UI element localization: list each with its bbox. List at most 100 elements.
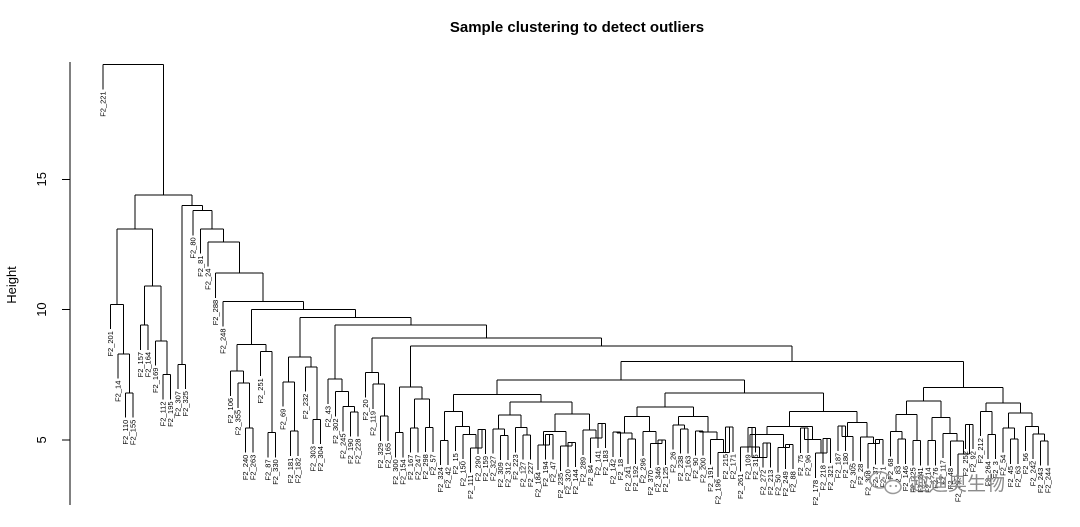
leaf-label: F2_167 xyxy=(406,455,415,480)
leaf-label: F2_241 xyxy=(624,466,633,491)
leaf-label: F2_244 xyxy=(1044,468,1053,493)
leaf-label: F2_324 xyxy=(436,467,445,492)
leaf-label: F2_309 xyxy=(496,462,505,487)
leaf-label: F2_54 xyxy=(999,455,1008,476)
leaf-label: F2_300 xyxy=(391,459,400,484)
watermark-text: 趣迪奥生物 xyxy=(910,473,1005,495)
leaf-label: F2_164 xyxy=(144,352,153,377)
watermark: 趣迪奥生物 xyxy=(869,471,1005,495)
leaf-label: F2_81 xyxy=(196,256,205,277)
leaf-label: F2_47 xyxy=(549,461,558,482)
leaf-label: F2_57 xyxy=(429,454,438,475)
leaf-label: F2_48 xyxy=(946,468,955,489)
leaf-label: F2_37 xyxy=(871,466,880,487)
leaf-label: F2_240 xyxy=(241,455,250,480)
leaf-label: F2_182 xyxy=(294,458,303,483)
leaf-label: F2_141 xyxy=(594,450,603,475)
leaf-label: F2_68 xyxy=(886,458,895,479)
leaf-label: F2_298 xyxy=(421,454,430,479)
leaf-label: F2_247 xyxy=(414,455,423,480)
leaf-label: F2_245 xyxy=(339,433,348,458)
leaf-label: F2_87 xyxy=(264,459,273,480)
leaf-label: F2_180 xyxy=(841,453,850,478)
leaf-label: F2_290 xyxy=(474,456,483,481)
leaf-label: F2_154 xyxy=(399,459,408,484)
leaf-label: F2_79 xyxy=(954,481,963,502)
leaf-label: F2_75 xyxy=(796,455,805,476)
leaf-label: F2_213 xyxy=(766,470,775,495)
leaf-label: F2_288 xyxy=(211,300,220,325)
leaf-label: F2_238 xyxy=(676,456,685,481)
leaf-label: F2_14 xyxy=(114,381,123,402)
y-tick-label: 5 xyxy=(34,436,49,443)
leaf-label: F2_316 xyxy=(751,454,760,479)
leaf-label: F2_263 xyxy=(249,455,258,480)
leaf-label: F2_83 xyxy=(894,466,903,487)
leaf-label: F2_228 xyxy=(354,439,363,464)
leaf-label: F2_195 xyxy=(166,401,175,426)
leaf-label: F2_272 xyxy=(759,470,768,495)
leaf-label: F2_69 xyxy=(279,409,288,430)
leaf-label: F2_196 xyxy=(714,479,723,504)
leaf-label: F2_88 xyxy=(789,471,798,492)
y-axis-title: Height xyxy=(4,266,19,304)
leaf-label: F2_43 xyxy=(324,406,333,427)
leaf-label: F2_191 xyxy=(706,466,715,491)
leaf-label: F2_305 xyxy=(849,463,858,488)
leaf-label: F2_96 xyxy=(804,455,813,476)
leaf-label: F2_215 xyxy=(721,454,730,479)
leaf-label: F2_192 xyxy=(631,466,640,491)
y-axis-ticks: 5 10 15 xyxy=(34,172,70,443)
leaf-label: F2_190 xyxy=(346,439,355,464)
leaf-label: F2_171 xyxy=(729,454,738,479)
leaf-label: F2_261 xyxy=(736,474,745,499)
leaf-label: F2_155 xyxy=(129,420,138,445)
leaf-label: F2_235 xyxy=(556,473,565,498)
leaf-label: F2_252 xyxy=(961,451,970,476)
leaf-label: F2_111 xyxy=(466,475,475,499)
leaf-label: F2_249 xyxy=(781,471,790,496)
leaf-label: F2_183 xyxy=(601,450,610,475)
leaf-label: F2_218 xyxy=(819,465,828,490)
leaf-label: F2_80 xyxy=(189,237,198,258)
leaf-label: F2_50 xyxy=(774,474,783,495)
leaf-label: F2_144 xyxy=(571,469,580,494)
leaf-label: F2_232 xyxy=(301,394,310,419)
leaf-label: F2_251 xyxy=(256,378,265,403)
leaf-label: F2_3 xyxy=(991,461,1000,478)
leaf-label: F2_169 xyxy=(151,368,160,393)
leaf-label: F2_56 xyxy=(1021,453,1030,474)
leaf-label: F2_178 xyxy=(811,480,820,505)
leaf-label: F2_84 xyxy=(586,465,595,486)
leaf-label: F2_329 xyxy=(376,443,385,468)
leaf-label: F2_302 xyxy=(331,418,340,443)
leaf-label: F2_289 xyxy=(579,457,588,482)
leaf-label: F2_355 xyxy=(234,410,243,435)
leaf-label: F2_117 xyxy=(939,460,948,485)
leaf-label: F2_184 xyxy=(534,472,543,497)
leaf-label: F2_200 xyxy=(699,458,708,483)
leaf-label: F2_243 xyxy=(1036,468,1045,493)
leaf-label: F2_327 xyxy=(489,456,498,481)
y-tick-label: 10 xyxy=(34,302,49,316)
leaf-label: F2_109 xyxy=(744,454,753,479)
leaf-label: F2_165 xyxy=(384,443,393,468)
leaf-label: F2_90 xyxy=(691,458,700,479)
leaf-label: F2_312 xyxy=(504,462,513,487)
leaf-label: F2_146 xyxy=(901,466,910,491)
leaf-label: F2_308 xyxy=(864,470,873,495)
leaf-label: F2_157 xyxy=(136,352,145,377)
leaf-label: F2_212 xyxy=(976,438,985,463)
leaf-label: F2_112 xyxy=(159,401,168,426)
leaf-label: F2_194 xyxy=(541,461,550,486)
leaf-label: F2_142 xyxy=(609,459,618,484)
leaf-label: F2_163 xyxy=(684,456,693,481)
wechat-logo-icon xyxy=(869,471,902,495)
leaf-label: F2_296 xyxy=(639,458,648,483)
leaf-label: F2_223 xyxy=(511,454,520,479)
leaf-label: F2_45 xyxy=(1006,466,1015,487)
leaf-label: F2_42 xyxy=(444,467,453,488)
leaf-label: F2_106 xyxy=(226,398,235,423)
leaf-label: F2_321 xyxy=(826,465,835,490)
